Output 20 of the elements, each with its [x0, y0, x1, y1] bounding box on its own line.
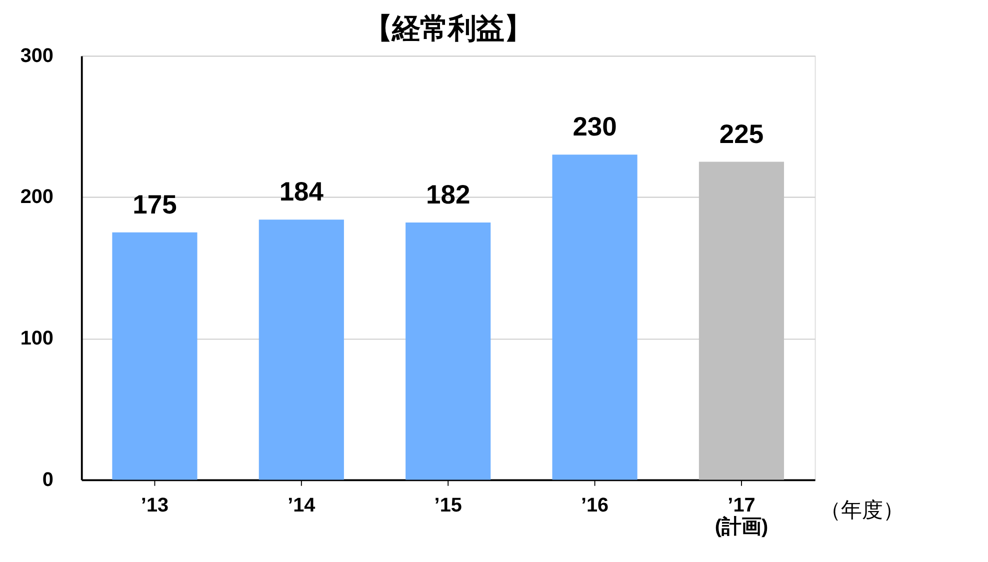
- data-label: 184: [279, 176, 324, 207]
- x-axis-title: （年度）: [820, 499, 904, 522]
- bar: [112, 232, 198, 480]
- x-tick-label: ’17 (計画): [714, 494, 768, 538]
- x-tick-label: ’16: [580, 494, 609, 516]
- data-label: 230: [572, 112, 617, 142]
- bar: [406, 222, 491, 480]
- bar: [552, 154, 638, 480]
- data-label: 225: [719, 118, 764, 149]
- y-tick-label: 300: [20, 44, 54, 67]
- data-label: 182: [426, 180, 470, 210]
- y-tick-label: 100: [20, 328, 54, 350]
- y-tick-label: 0: [42, 468, 54, 491]
- x-tick-label: ’14: [288, 494, 316, 516]
- bar: [258, 220, 344, 480]
- x-tick-label: ’15: [434, 494, 462, 516]
- y-tick-label: 200: [20, 186, 54, 208]
- data-label: 175: [132, 189, 177, 220]
- chart-title: 【経常利益】: [364, 12, 532, 45]
- x-tick-label: ’13: [140, 494, 169, 516]
